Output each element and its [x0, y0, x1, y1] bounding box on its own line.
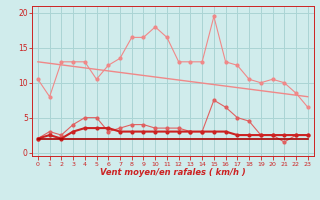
- X-axis label: Vent moyen/en rafales ( km/h ): Vent moyen/en rafales ( km/h ): [100, 168, 246, 177]
